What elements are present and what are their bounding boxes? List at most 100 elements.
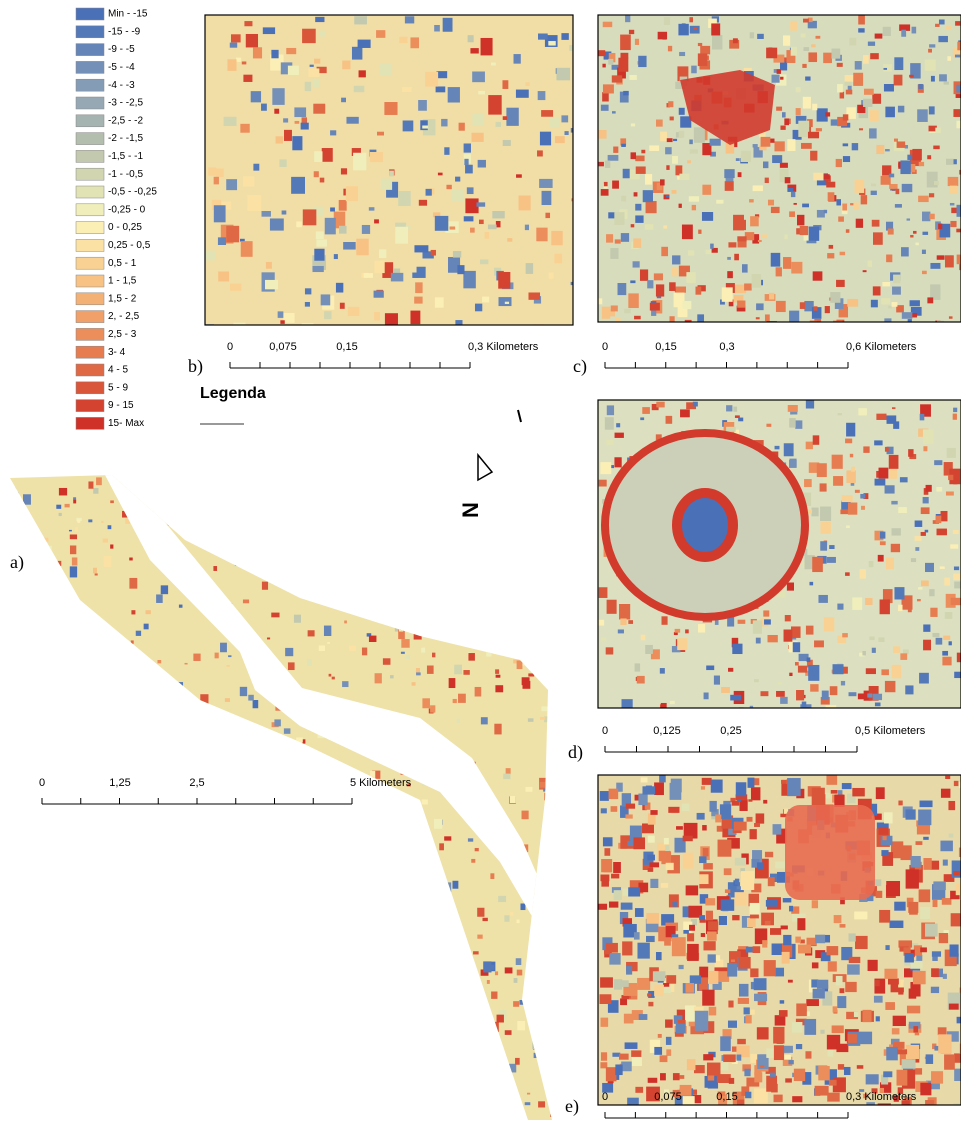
map-pixel <box>223 988 231 996</box>
map-pixel <box>88 481 93 488</box>
map-pixel <box>226 1026 233 1034</box>
map-pixel <box>358 40 371 48</box>
map-pixel <box>516 958 522 965</box>
map-pixel <box>669 282 676 291</box>
scale-label: 0,6 Kilometers <box>846 341 917 353</box>
map-pixel <box>733 38 738 43</box>
map-pixel <box>442 923 449 931</box>
map-pixel <box>185 832 190 835</box>
map-pixel <box>359 70 366 77</box>
map-pixel <box>272 566 275 569</box>
map-pixel <box>123 857 127 862</box>
map-pixel <box>236 870 243 880</box>
map-pixel <box>618 283 627 295</box>
map-pixel <box>621 196 626 202</box>
map-pixel <box>649 145 659 151</box>
map-pixel <box>325 1065 331 1074</box>
map-pixel <box>853 73 863 86</box>
map-pixel <box>415 282 422 293</box>
scale-label: 0 <box>602 1091 608 1103</box>
map-pixel <box>308 630 315 636</box>
map-pixel <box>470 48 478 53</box>
map-pixel <box>349 950 354 954</box>
map-pixel <box>517 970 522 976</box>
map-pixel <box>946 26 951 29</box>
map-pixel <box>343 242 355 250</box>
map-pixel <box>942 657 951 666</box>
map-pixel <box>323 916 327 920</box>
map-pixel <box>312 949 319 956</box>
map-pixel <box>727 271 733 278</box>
map-pixel <box>942 651 948 656</box>
map-pixel <box>446 968 450 971</box>
map-pixel <box>658 1034 662 1038</box>
map-pixel <box>488 1097 491 1102</box>
map-pixel <box>159 506 167 516</box>
map-pixel <box>57 889 60 893</box>
map-pixel <box>846 229 850 233</box>
map-pixel <box>738 172 742 177</box>
map-pixel <box>902 312 912 319</box>
map-pixel <box>728 242 736 247</box>
map-pixel <box>625 1042 638 1049</box>
map-pixel <box>305 302 310 307</box>
scale-label: 0 <box>602 341 608 353</box>
map-pixel <box>673 1073 680 1080</box>
map-pixel <box>800 302 805 309</box>
map-pixel <box>322 865 329 869</box>
map-pixel <box>622 941 632 955</box>
map-pixel <box>905 809 915 819</box>
map-pixel <box>441 1024 445 1028</box>
map-pixel <box>213 566 217 571</box>
map-pixel <box>828 961 837 971</box>
map-pixel <box>754 994 767 1001</box>
map-pixel <box>660 179 665 185</box>
map-pixel <box>846 470 855 483</box>
map-pixel <box>507 639 509 642</box>
map-pixel <box>666 416 673 424</box>
map-pixel <box>701 933 705 937</box>
map-pixel <box>365 871 371 876</box>
map-pixel <box>802 702 807 707</box>
map-pixel <box>919 889 931 902</box>
map-pixel <box>250 906 255 909</box>
map-pixel <box>154 699 158 703</box>
map-pixel <box>920 947 927 952</box>
map-pixel <box>383 578 391 587</box>
map-pixel <box>895 204 902 208</box>
map-pixel <box>495 578 498 581</box>
map-pixel <box>429 524 431 527</box>
map-pixel <box>15 1109 18 1113</box>
map-pixel <box>125 926 131 932</box>
map-pixel <box>320 178 325 183</box>
map-pixel <box>683 930 689 934</box>
map-pixel <box>736 782 747 796</box>
map-pixel <box>726 405 732 411</box>
map-pixel <box>233 323 245 330</box>
map-pixel <box>863 1010 872 1022</box>
map-pixel <box>757 1027 769 1039</box>
map-pixel <box>416 895 421 899</box>
map-pixel <box>347 602 353 606</box>
map-pixel <box>927 172 938 188</box>
map-pixel <box>712 35 722 50</box>
map-pixel <box>891 544 900 552</box>
map-pixel <box>858 15 865 24</box>
map-pixel <box>110 832 118 843</box>
map-pixel <box>600 994 612 1004</box>
map-pixel <box>140 871 147 881</box>
map-pixel <box>804 47 810 51</box>
map-pixel <box>339 601 347 609</box>
map-pixel <box>932 633 939 637</box>
map-pixel <box>49 730 55 735</box>
map-pixel <box>261 104 267 111</box>
map-pixel <box>34 654 39 660</box>
map-pixel <box>112 855 117 859</box>
map-pixel <box>438 173 443 176</box>
map-pixel <box>734 254 739 260</box>
map-pixel <box>115 979 120 982</box>
map-pixel <box>695 1011 708 1031</box>
map-pixel <box>948 801 955 810</box>
map-pixel <box>601 808 607 813</box>
map-pixel <box>794 1069 805 1081</box>
